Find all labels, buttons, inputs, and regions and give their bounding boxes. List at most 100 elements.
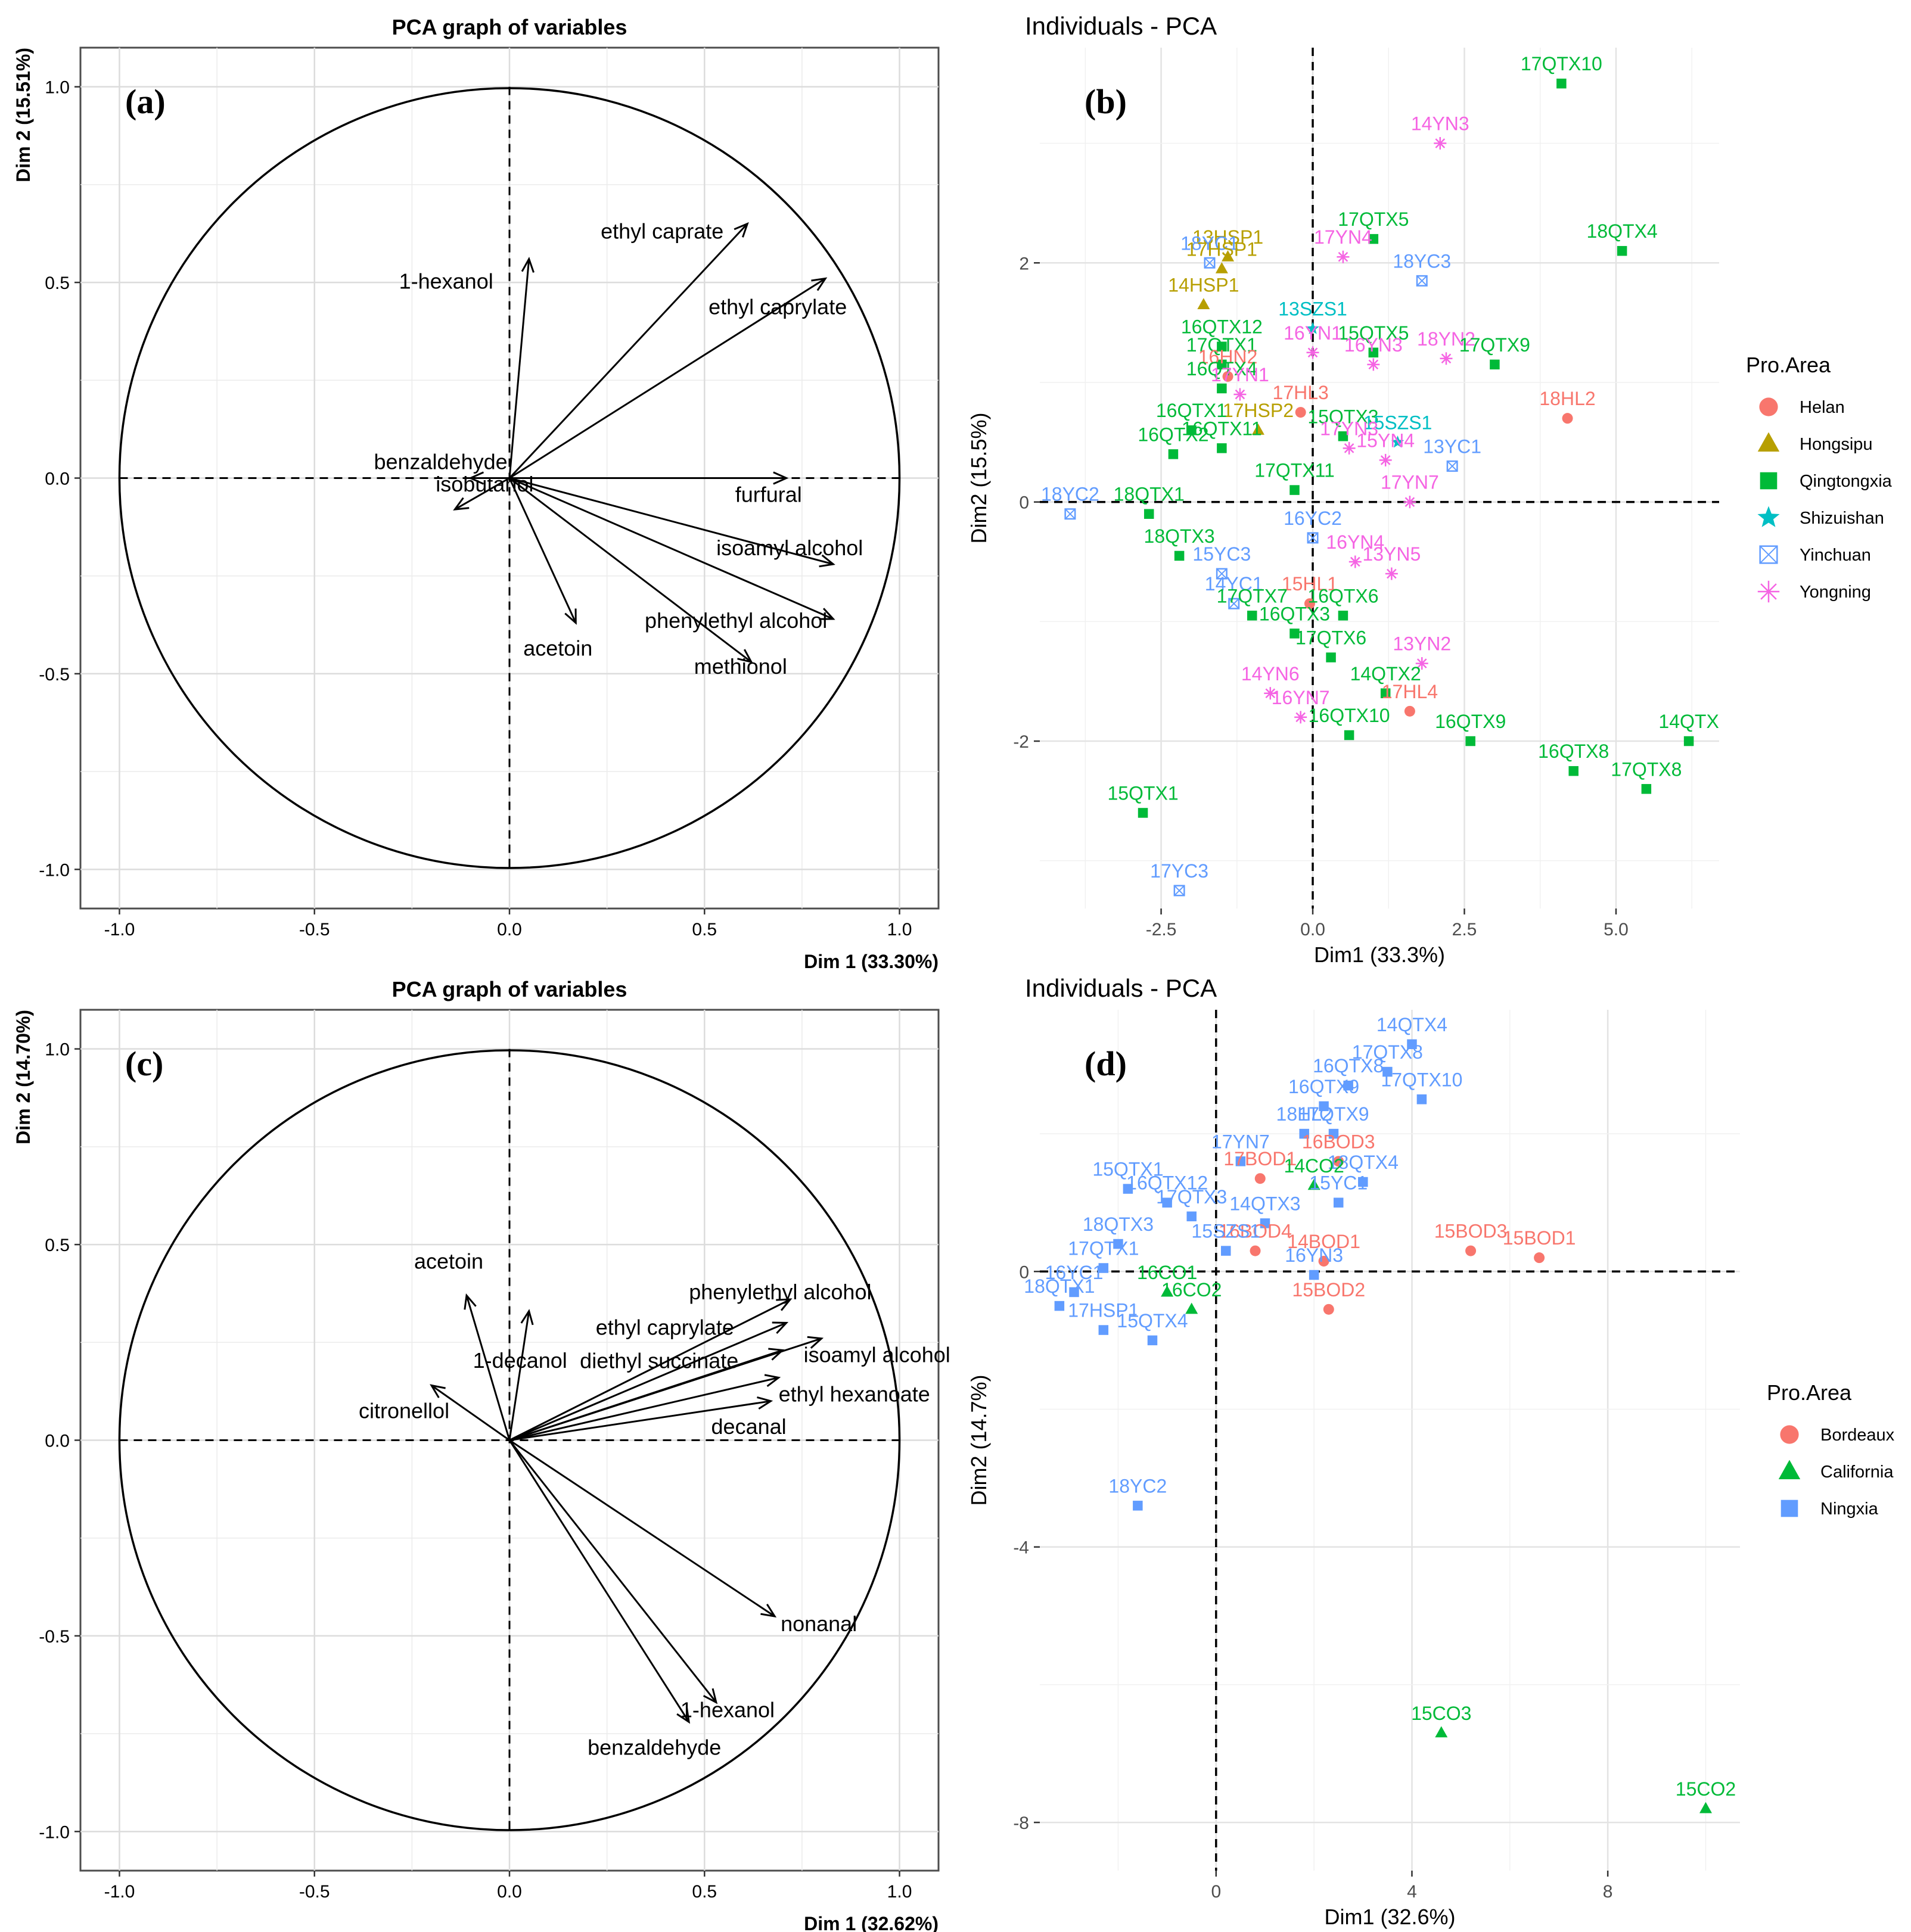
- point-18YC3-marker-box: [1416, 275, 1428, 287]
- point-18YN2-marker-ray: [1441, 353, 1452, 364]
- point-15YN4-marker-ray: [1380, 455, 1391, 465]
- point-18YC3-label: 18YC3: [1393, 250, 1451, 272]
- point-16YC2-marker: [1307, 532, 1319, 544]
- vector-1-decanol-label: 1-decanol: [473, 1348, 567, 1373]
- point-16YN7-marker-ray: [1295, 712, 1306, 723]
- point-16QTX9-label: 16QTX9: [1435, 711, 1506, 732]
- point-17YN3-marker: [1343, 441, 1356, 455]
- point-17QTX7-marker: [1247, 611, 1257, 621]
- point-17QTX9-label: 17QTX9: [1459, 334, 1530, 356]
- point-17QTX8-label: 17QTX8: [1611, 758, 1682, 780]
- point-16QTX1-marker: [1186, 425, 1197, 435]
- panel-title: Individuals - PCA: [1025, 974, 1217, 1002]
- point-15QTX1-label: 15QTX1: [1092, 1159, 1163, 1180]
- point-16QTX9-marker: [1319, 1101, 1329, 1112]
- point-15YC3-label: 15YC3: [1192, 543, 1251, 565]
- point-17YN1-marker-ray: [1235, 389, 1245, 400]
- vector-acetoin-label: acetoin: [414, 1249, 483, 1273]
- panel-letter: (b): [1085, 82, 1127, 121]
- point-14YN6-marker-ray: [1265, 688, 1276, 699]
- point-17QTX7-label: 17QTX7: [1217, 585, 1288, 606]
- point-17QTX10-marker: [1556, 78, 1567, 89]
- point-18YC1-marker-diag2: [1204, 257, 1215, 269]
- panel-title: PCA graph of variables: [392, 977, 627, 1001]
- vector-acetoin-shaft: [465, 1295, 511, 1441]
- point-17QTX9-marker: [1490, 359, 1500, 370]
- point-18QTX3-marker: [1174, 550, 1185, 561]
- vector-acetoin-label: acetoin: [523, 636, 592, 661]
- vector-ethyl-caprate-shaft: [508, 223, 748, 479]
- vector-isobutanol-shaft: [454, 477, 510, 511]
- point-14QTX2-marker: [1380, 688, 1391, 698]
- point-17YC3-marker: [1173, 885, 1185, 897]
- point-16YN4-marker: [1348, 555, 1362, 568]
- vector-ethyl-caprylate-head: [772, 1321, 789, 1334]
- vector-nonanal-head: [760, 1603, 777, 1618]
- vector-isobutanol-label: isobutanol: [436, 472, 533, 496]
- point-18YC1-marker: [1204, 257, 1216, 269]
- y-tick-label: -4: [1013, 1538, 1029, 1558]
- point-17QTX6-label: 17QTX6: [1295, 627, 1366, 649]
- vector-ethyl-caprylate-label: ethyl caprylate: [709, 295, 847, 319]
- vector-1-hexanol-shaft: [508, 259, 530, 478]
- y-tick-label: -1.0: [39, 860, 70, 880]
- y-tick-label: 2: [1019, 254, 1029, 273]
- y-axis-label: Dim2 (15.5%): [967, 412, 991, 543]
- vector-ethyl-caprylate-shaft: [509, 1322, 787, 1441]
- point-17YN7-marker: [1235, 1156, 1246, 1166]
- point-16CO1-label: 16CO1: [1137, 1262, 1197, 1283]
- y-tick-label: 0.5: [45, 273, 70, 293]
- vector-methionol-head: [737, 649, 753, 664]
- point-18YC3-marker: [1416, 275, 1428, 287]
- point-15BOD2-label: 15BOD2: [1292, 1279, 1365, 1301]
- point-15BOD2-marker: [1323, 1303, 1334, 1315]
- vector-acetoin-shaft: [508, 477, 577, 624]
- point-15QTX4-label: 15QTX4: [1117, 1310, 1188, 1331]
- point-18QTX4-label: 18QTX4: [1328, 1152, 1399, 1173]
- x-axis-label: Dim 1 (32.62%): [804, 1913, 939, 1932]
- x-tick-label: 0: [1211, 1882, 1221, 1902]
- point-18QTX4-label: 18QTX4: [1587, 220, 1658, 242]
- point-18YN2-marker: [1440, 352, 1453, 365]
- point-17YN3-marker-ray: [1344, 443, 1354, 453]
- point-16YN1-label: 16YN1: [1284, 322, 1342, 344]
- point-17QTX10-marker: [1416, 1094, 1427, 1105]
- point-17HSP1-label: 17HSP1: [1068, 1300, 1139, 1321]
- panel-title: PCA graph of variables: [392, 15, 627, 39]
- vector-furfural-label: furfural: [735, 483, 802, 507]
- legend: Pro.Area Bordeaux California Ningxia: [1767, 1380, 1895, 1519]
- panel-d: 14QTX417QTX817QTX1016QTX816QTX918HL217QT…: [967, 974, 1895, 1929]
- point-16YC2-label: 16YC2: [1284, 508, 1342, 529]
- point-15QTX1-marker: [1123, 1184, 1133, 1194]
- point-16QTX9-marker: [1465, 736, 1475, 746]
- legend-label-bordeaux: Bordeaux: [1820, 1426, 1895, 1445]
- legend-key-qingtongxia: [1760, 472, 1778, 490]
- vector-nonanal-shaft: [509, 1439, 775, 1617]
- legend-label-ningxia: Ningxia: [1820, 1499, 1879, 1519]
- vector-phenylethyl-alcohol-head: [776, 1298, 793, 1311]
- vector-methionol-label: methionol: [694, 654, 787, 679]
- legend-label-shizuishan: Shizuishan: [1800, 509, 1884, 528]
- legend-key-ningxia: [1781, 1499, 1798, 1517]
- point-15BOD3-marker: [1465, 1245, 1477, 1256]
- x-tick-label: 1.0: [887, 1882, 912, 1902]
- point-17HL4-label: 17HL4: [1382, 681, 1438, 702]
- point-18HL2-label: 18HL2: [1276, 1103, 1332, 1125]
- point-14YN3-marker-ray: [1435, 138, 1446, 148]
- point-16QTX10-marker: [1344, 730, 1354, 741]
- point-18YC2-label: 18YC2: [1041, 484, 1099, 505]
- point-16QTX1-label: 16QTX1: [1156, 400, 1227, 421]
- y-tick-label: -0.5: [39, 665, 70, 685]
- point-16BOD3-label: 16BOD3: [1302, 1131, 1375, 1152]
- point-14CO2-label: 14CO2: [1284, 1155, 1344, 1177]
- point-15BOD1-marker: [1534, 1252, 1545, 1264]
- point-14QTX4-label: 14QTX4: [1376, 1014, 1447, 1035]
- panel-b: 17QTX1014YN317QTX518QTX417YN418YC313HSP1…: [967, 12, 1893, 967]
- point-15QTX5-marker: [1368, 347, 1379, 358]
- point-17HSP1-marker: [1098, 1325, 1109, 1335]
- point-14YN6-label: 14YN6: [1241, 663, 1300, 685]
- point-17YN4-label: 17YN4: [1314, 226, 1372, 248]
- point-16YN4-marker-ray: [1350, 556, 1360, 567]
- point-16BOD3-marker: [1333, 1156, 1344, 1167]
- point-17YC3-marker-diag2: [1174, 885, 1185, 896]
